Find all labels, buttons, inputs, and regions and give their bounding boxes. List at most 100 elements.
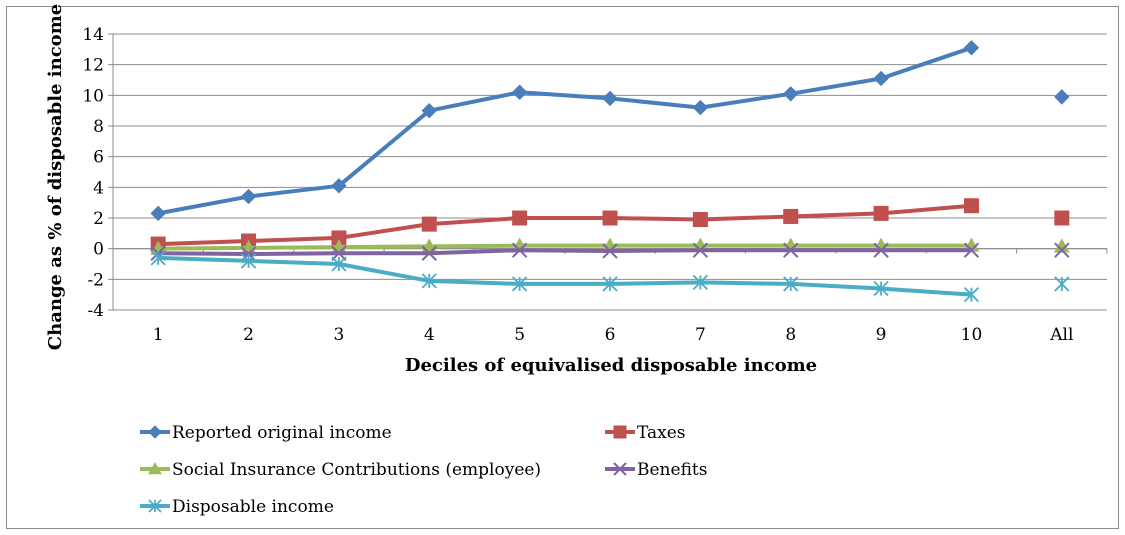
x-tick-label: 8 xyxy=(785,325,796,345)
marker-x xyxy=(421,245,437,261)
y-axis-ticks: -4 -2 0 2 4 6 8 10 12 14 xyxy=(82,25,104,321)
legend-label: Taxes xyxy=(637,423,686,443)
x-tick-label: 1 xyxy=(153,325,164,345)
marker-square xyxy=(512,210,528,226)
marker-star xyxy=(421,273,437,289)
y-axis-title: Change as % of disposable income xyxy=(45,4,66,350)
series-line xyxy=(158,248,972,257)
marker-diamond xyxy=(148,425,162,439)
marker-stroke xyxy=(331,245,347,261)
marker-stroke xyxy=(963,242,980,258)
marker-x xyxy=(1054,242,1070,258)
marker-star xyxy=(783,276,799,292)
marker-star xyxy=(602,276,618,292)
y-tick-label: 2 xyxy=(93,209,104,229)
marker-stroke xyxy=(1054,242,1070,258)
marker-star xyxy=(873,280,889,297)
marker-star xyxy=(963,287,980,303)
marker-stroke xyxy=(613,462,627,476)
marker-diamond xyxy=(240,188,257,205)
marker-stroke xyxy=(692,242,709,258)
marker-stroke xyxy=(783,242,799,258)
marker-star xyxy=(148,499,162,513)
series-disposable-income xyxy=(150,250,1070,303)
series-group xyxy=(150,40,1070,303)
marker-square xyxy=(692,212,708,228)
x-tick-label: 5 xyxy=(514,325,525,345)
marker-diamond xyxy=(602,90,618,107)
marker-star xyxy=(150,250,166,266)
marker-star xyxy=(511,276,528,292)
series-reported-original-income xyxy=(150,40,1070,222)
marker-star xyxy=(692,274,709,291)
marker-diamond xyxy=(511,84,528,100)
x-tick-label: 10 xyxy=(961,325,983,345)
y-tick-label: 6 xyxy=(93,148,104,168)
series-line xyxy=(158,255,972,297)
marker-diamond xyxy=(873,70,889,87)
marker-square xyxy=(602,210,618,226)
marker-stroke xyxy=(421,245,437,261)
marker-stroke xyxy=(602,243,618,259)
marker-square xyxy=(963,198,979,214)
legend-label: Social Insurance Contributions (employee… xyxy=(172,460,541,480)
marker-square xyxy=(783,208,799,224)
x-axis-ticks: 1 2 3 4 5 6 7 8 9 10 All xyxy=(153,325,1074,345)
marker-x xyxy=(873,242,889,258)
series-line xyxy=(157,45,973,216)
marker-triangle xyxy=(148,461,162,475)
x-tick-label: 4 xyxy=(424,325,435,345)
marker-star xyxy=(331,256,347,272)
marker-square xyxy=(873,205,889,221)
y-tick-label: 12 xyxy=(82,56,104,76)
legend-item: Social Insurance Contributions (employee… xyxy=(140,460,541,480)
marker-x xyxy=(602,243,618,259)
marker-diamond xyxy=(421,102,437,119)
marker-square xyxy=(1054,210,1070,226)
marker-square xyxy=(421,216,437,232)
x-tick-label: 2 xyxy=(243,325,254,345)
marker-x xyxy=(331,245,347,261)
series-line xyxy=(158,243,972,251)
legend-item: Benefits xyxy=(605,460,707,480)
marker-star xyxy=(1054,276,1070,292)
series-line xyxy=(158,203,972,247)
x-tick-label: 3 xyxy=(333,325,344,345)
legend-label: Benefits xyxy=(637,460,707,480)
marker-x xyxy=(511,242,528,258)
x-tick-label: 9 xyxy=(876,325,887,345)
marker-x xyxy=(783,242,799,258)
legend-label: Reported original income xyxy=(172,423,392,443)
y-tick-label: -2 xyxy=(87,270,104,290)
marker-x xyxy=(613,462,627,476)
x-tick-label: 6 xyxy=(605,325,616,345)
legend-label: Disposable income xyxy=(172,497,334,517)
marker-diamond xyxy=(150,205,166,222)
y-tick-label: 4 xyxy=(93,178,104,198)
legend-item: Disposable income xyxy=(140,497,334,517)
x-axis-title: Deciles of equivalised disposable income xyxy=(405,355,817,376)
y-tick-label: 8 xyxy=(93,117,104,137)
grid xyxy=(108,33,1108,311)
marker-square xyxy=(613,425,627,439)
legend: Reported original income Taxes Social Insu… xyxy=(140,423,707,517)
marker-x xyxy=(963,242,980,258)
marker-stroke xyxy=(873,242,889,258)
marker-star xyxy=(240,253,257,269)
marker-diamond xyxy=(692,99,709,116)
y-tick-label: 14 xyxy=(82,25,104,45)
legend-item: Reported original income xyxy=(140,423,392,443)
y-tick-label: 10 xyxy=(82,86,104,106)
x-tick-label: 7 xyxy=(695,325,706,345)
x-tick-label: All xyxy=(1049,325,1073,345)
marker-diamond xyxy=(1054,89,1070,105)
marker-diamond xyxy=(963,40,980,56)
legend-item: Taxes xyxy=(605,423,686,443)
marker-x xyxy=(692,242,709,258)
y-tick-label: -4 xyxy=(87,301,104,321)
y-tick-label: 0 xyxy=(93,240,104,260)
marker-stroke xyxy=(511,242,528,258)
series-benefits xyxy=(150,242,1070,262)
chart-frame xyxy=(6,6,1119,529)
